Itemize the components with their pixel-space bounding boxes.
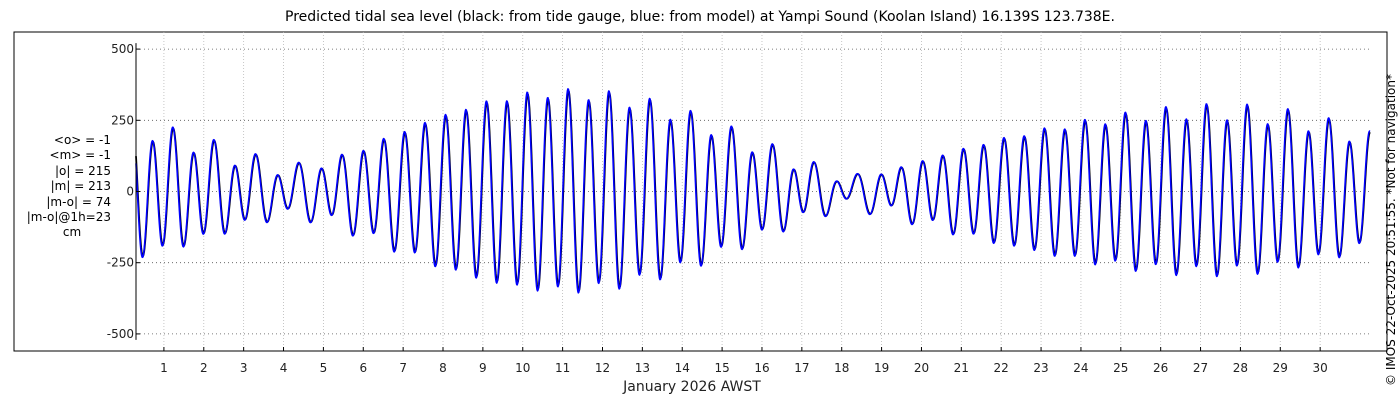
- grid: [136, 32, 1370, 351]
- x-tick-label: 6: [359, 361, 367, 375]
- axes: 1 2 3 4 5 6 7 8 9 10 11 12 13 14 15 16 17 18 19 20 21 22 23 24 2…: [107, 42, 1328, 375]
- stat-mean-observed: <o> = -1: [53, 133, 111, 147]
- x-tick-label: 24: [1073, 361, 1088, 375]
- x-tick-label: 19: [874, 361, 889, 375]
- x-tick-label: 17: [794, 361, 809, 375]
- y-tick-label: 250: [111, 113, 134, 127]
- stats-unit: cm: [62, 225, 82, 240]
- x-tick-label: 5: [320, 361, 328, 375]
- stat-mean-model: <m> = -1: [49, 148, 111, 163]
- x-tick-label: 23: [1033, 361, 1048, 375]
- x-tick-label: 1: [160, 361, 168, 375]
- x-tick-label: 4: [280, 361, 288, 375]
- stat-abs-observed: |o| = 215: [54, 163, 111, 178]
- x-axis-label: January 2026 AWST: [622, 379, 761, 395]
- y-tick-label: -250: [107, 256, 134, 270]
- x-tick-label: 7: [399, 361, 407, 375]
- x-tick-label: 26: [1153, 361, 1168, 375]
- x-tick-label: 30: [1313, 361, 1328, 375]
- x-tick-label: 10: [515, 361, 530, 375]
- stat-abs-model: |m| = 213: [50, 179, 111, 194]
- x-tick-label: 9: [479, 361, 487, 375]
- x-tick-label: 14: [675, 361, 690, 375]
- x-tick-label: 29: [1273, 361, 1288, 375]
- x-tick-label: 3: [240, 361, 248, 375]
- x-tick-label: 8: [439, 361, 447, 375]
- y-tick-label: -500: [107, 327, 134, 341]
- x-tick-label: 20: [914, 361, 929, 375]
- chart-title: Predicted tidal sea level (black: from t…: [285, 9, 1115, 25]
- x-tick-label: 28: [1233, 361, 1248, 375]
- stat-abs-diff: |m-o| = 74: [46, 194, 111, 209]
- x-tick-label: 16: [754, 361, 769, 375]
- stat-abs-diff-1h: |m-o|@1h=23: [26, 210, 111, 225]
- copyright-notice: © IMOS 22-Oct-2025 20:51:55. *Not for na…: [1384, 74, 1398, 386]
- x-tick-label: 27: [1193, 361, 1208, 375]
- x-tick-label: 2: [200, 361, 208, 375]
- x-tick-label: 15: [714, 361, 729, 375]
- stats-panel: <o> = -1 <m> = -1 |o| = 215 |m| = 213 |m…: [13, 133, 111, 241]
- x-tick-label: 13: [635, 361, 650, 375]
- y-tick-label: 500: [111, 42, 134, 56]
- series-model-line: [135, 88, 1371, 294]
- y-tick-label: 0: [126, 185, 134, 199]
- series-layer: [135, 88, 1371, 294]
- chart-frame: [13, 31, 1388, 352]
- x-tick-label: 25: [1113, 361, 1128, 375]
- x-tick-label: 11: [555, 361, 570, 375]
- x-tick-label: 21: [954, 361, 969, 375]
- x-tick-label: 22: [994, 361, 1009, 375]
- x-tick-label: 12: [595, 361, 610, 375]
- x-tick-label: 18: [834, 361, 849, 375]
